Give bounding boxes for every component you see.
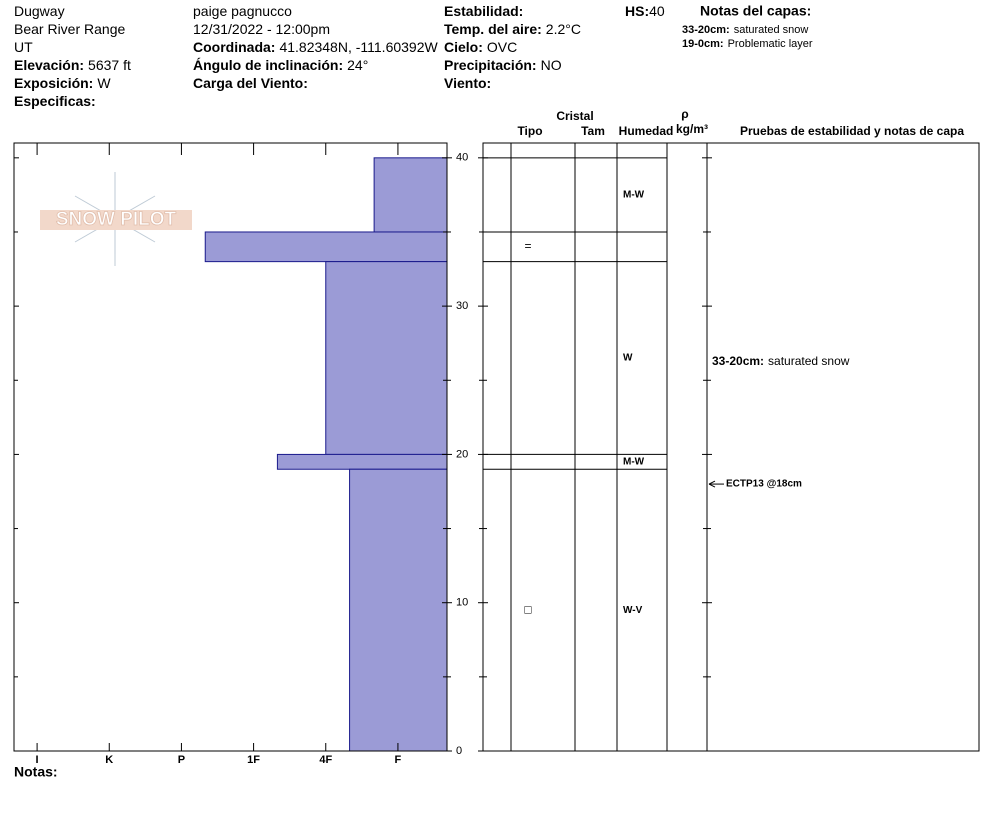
hs-label: HS: [625, 3, 649, 19]
field-label: Ángulo de inclinación: [193, 57, 343, 73]
hardness-bar [204, 231, 448, 263]
table-header: Pruebas de estabilidad y notas de capa [740, 124, 964, 138]
layer-note: 33-20cm: saturated snow [682, 24, 808, 36]
moisture: M-W [623, 456, 645, 467]
field-label: Carga del Viento: [193, 75, 308, 91]
y-tick-label: 20 [456, 448, 468, 460]
field-text: paige pagnucco [193, 3, 292, 19]
table-frame [482, 142, 980, 752]
y-tick-label: 30 [456, 300, 468, 312]
field-label: Especificas: [14, 93, 96, 109]
layer-note-label: 33-20cm: [682, 24, 730, 36]
field: Temp. del aire: 2.2°C [444, 21, 581, 37]
y-tick-label: 10 [456, 597, 468, 609]
grain-type: □ [524, 602, 531, 616]
field-label: Exposición: [14, 75, 93, 91]
field-value: W [97, 75, 111, 91]
logo-band [40, 210, 192, 230]
logo: SNOW PILOT [40, 172, 192, 266]
moisture: W-V [623, 605, 643, 616]
field-label: Coordinada: [193, 39, 275, 55]
field-value: 5637 ft [88, 57, 131, 73]
moisture: W [623, 353, 633, 364]
field: Cielo: OVC [444, 39, 517, 55]
field-label: Elevación: [14, 57, 84, 73]
y-tick-label: 0 [456, 745, 462, 757]
field-text: Dugway [14, 3, 65, 19]
moisture: M-W [623, 190, 645, 201]
x-tick-label: I [36, 754, 39, 766]
layer-notes-title: Notas del capas: [700, 3, 811, 19]
x-tick-label: F [395, 754, 402, 766]
layer-comment-text: saturated snow [768, 354, 850, 368]
hardness-bar [325, 261, 448, 455]
field-text: Bear River Range [14, 21, 125, 37]
layer-comment-label: 33-20cm: [712, 354, 764, 368]
table-header: Humedad [619, 124, 674, 138]
hardness-bar [349, 468, 448, 752]
layer-note-text: saturated snow [734, 24, 809, 36]
field-text: UT [14, 39, 33, 55]
hardness-bar [373, 157, 448, 233]
field: Coordinada: 41.82348N, -111.60392W [193, 39, 438, 55]
x-tick-label: K [105, 754, 113, 766]
field-value: 2.2°C [546, 21, 581, 37]
hardness-bar [276, 453, 448, 470]
field-value: 24° [347, 57, 368, 73]
hs-value: 40 [649, 3, 665, 19]
field-text: 12/31/2022 - 12:00pm [193, 21, 330, 37]
field-label: Estabilidad: [444, 3, 523, 19]
notes-label: Notas: [14, 764, 58, 780]
field: Dugway [14, 3, 65, 19]
table-header: Cristal [556, 109, 593, 123]
field-value: 41.82348N, -111.60392W [279, 39, 438, 55]
field: Ángulo de inclinación: 24° [193, 57, 368, 73]
field: Bear River Range [14, 21, 125, 37]
table-header: Tipo [517, 124, 542, 138]
x-tick-label: P [178, 754, 185, 766]
layer-note-label: 19-0cm: [682, 38, 724, 50]
logo-text: SNOW PILOT [56, 209, 177, 230]
field: Especificas: [14, 93, 96, 109]
field-label: Viento: [444, 75, 491, 91]
field: Exposición: W [14, 75, 111, 91]
test-label: ECTP13 @18cm [726, 479, 802, 490]
field: Estabilidad: [444, 3, 523, 19]
field: 12/31/2022 - 12:00pm [193, 21, 330, 37]
layer-comment: 33-20cm: saturated snow [712, 354, 850, 368]
field: paige pagnucco [193, 3, 292, 19]
field: Elevación: 5637 ft [14, 57, 131, 73]
y-tick-label: 40 [456, 152, 468, 164]
test-arrowhead [708, 480, 716, 488]
layer-note: 19-0cm: Problematic layer [682, 38, 813, 50]
table-header: ρ [681, 107, 688, 121]
plot-frame [13, 142, 448, 752]
x-tick-label: 1F [247, 754, 260, 766]
x-tick-label: 4F [319, 754, 332, 766]
table-header: kg/m³ [676, 122, 708, 136]
grain-type: = [524, 239, 531, 253]
table-header: Tam [581, 124, 605, 138]
field: Carga del Viento: [193, 75, 308, 91]
hs: HS:40 [625, 3, 665, 19]
field-label: Temp. del aire: [444, 21, 542, 37]
layer-note-text: Problematic layer [728, 38, 813, 50]
field: Viento: [444, 75, 491, 91]
field: UT [14, 39, 33, 55]
field: Precipitación: NO [444, 57, 562, 73]
field-label: Cielo: [444, 39, 483, 55]
field-label: Precipitación: [444, 57, 537, 73]
field-value: NO [541, 57, 562, 73]
field-value: OVC [487, 39, 517, 55]
